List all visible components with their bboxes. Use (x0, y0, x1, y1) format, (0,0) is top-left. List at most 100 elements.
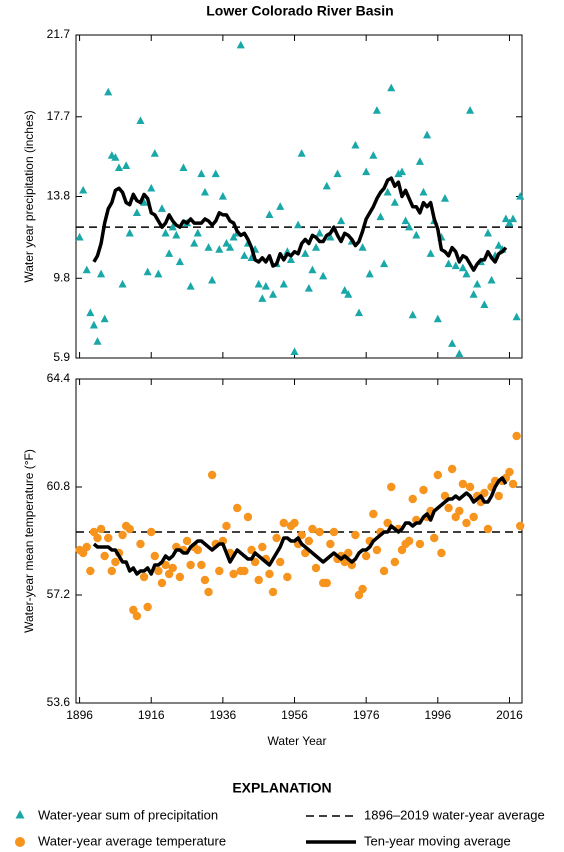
temp-point (136, 539, 145, 549)
precip-point (218, 192, 227, 200)
temp-point (458, 479, 468, 489)
precip-point (93, 337, 102, 345)
precip-point (408, 310, 417, 319)
temp-point (512, 431, 521, 441)
temp-point (390, 557, 400, 567)
temp-point (290, 518, 299, 528)
y-axis-label: Water-year mean temperature (°F) (22, 449, 36, 633)
precip-point (297, 149, 306, 157)
temp-point (322, 578, 331, 588)
precip-point (415, 157, 424, 165)
precip-point (322, 181, 331, 190)
precip-point (483, 228, 493, 237)
precip-point (412, 230, 421, 239)
precip-point (358, 243, 367, 251)
temp-point (419, 485, 428, 495)
precip-point (179, 163, 188, 172)
temp-point (347, 560, 357, 570)
y-tick-label: 21.7 (47, 27, 71, 41)
precip-point (455, 349, 464, 358)
temp-point (182, 536, 192, 546)
precip-point (286, 255, 295, 264)
temp-point (222, 521, 231, 531)
temp-point (96, 524, 106, 534)
temp-point (483, 524, 493, 534)
precip-point (480, 300, 489, 308)
precip-point (143, 267, 152, 276)
temp-point (329, 527, 339, 537)
precip-point (308, 265, 317, 274)
precip-point (426, 249, 435, 257)
precip-point (211, 169, 220, 178)
precip-point (132, 208, 141, 217)
temp-point (494, 491, 503, 501)
temp-point (430, 533, 439, 543)
temp-point (351, 530, 360, 540)
precip-point (311, 243, 321, 251)
precip-point (383, 187, 392, 196)
temp-point (505, 467, 514, 477)
temp-point (139, 572, 149, 582)
temp-point (379, 566, 389, 576)
precip-point (505, 218, 514, 227)
temp-point (358, 584, 367, 594)
temp-point (186, 560, 195, 570)
precip-point (458, 263, 467, 272)
precip-point (397, 167, 407, 176)
temp-point (82, 542, 91, 552)
precip-point (161, 228, 170, 237)
precip-point (390, 198, 399, 206)
temp-point (107, 566, 117, 576)
precip-point (380, 259, 389, 268)
y-tick-label: 53.6 (47, 695, 71, 709)
precip-point (125, 228, 134, 237)
precip-point (186, 281, 195, 290)
precip-point (340, 286, 349, 294)
x-tick-label: 1996 (424, 708, 451, 722)
temp-point (465, 482, 475, 492)
temp-point (404, 536, 414, 546)
temp-point (254, 575, 263, 585)
x-axis-label: Water Year (268, 734, 327, 748)
temp-point (315, 527, 324, 537)
y-tick-label: 57.2 (47, 587, 71, 601)
precip-point (279, 279, 288, 288)
precip-point (401, 216, 410, 225)
temp-point (268, 587, 278, 597)
precip-point (75, 232, 84, 241)
y-tick-label: 5.9 (53, 350, 70, 364)
precip-point (448, 339, 457, 347)
temp-point (100, 551, 109, 561)
temp-point (200, 575, 210, 585)
precip-point (89, 320, 98, 329)
precip-point (333, 169, 342, 178)
temp-point (369, 509, 378, 519)
precip-point (122, 161, 131, 169)
precip-point (466, 106, 475, 114)
temp-point (197, 560, 206, 570)
precip-point (315, 228, 324, 237)
temp-point (311, 563, 321, 573)
temp-point (304, 536, 314, 546)
temp-point (193, 545, 202, 555)
temp-point (283, 572, 292, 582)
precip-point (154, 269, 163, 278)
precip-point (512, 312, 521, 321)
precip-point (197, 169, 206, 178)
temp-point (433, 470, 443, 480)
temp-point (272, 533, 281, 543)
temp-point (415, 539, 425, 549)
x-tick-label: 1976 (353, 708, 380, 722)
temp-point (265, 569, 274, 579)
precip-point (494, 241, 503, 249)
precip-point (440, 194, 450, 202)
temp-point (361, 551, 371, 561)
y-tick-label: 9.8 (53, 270, 70, 284)
temp-point (444, 503, 453, 513)
precip-point (387, 83, 396, 92)
precip-point (394, 169, 403, 178)
precip-point (172, 230, 181, 239)
temp-point (111, 557, 120, 567)
moving-average-line (92, 176, 508, 272)
temp-point (279, 518, 288, 528)
